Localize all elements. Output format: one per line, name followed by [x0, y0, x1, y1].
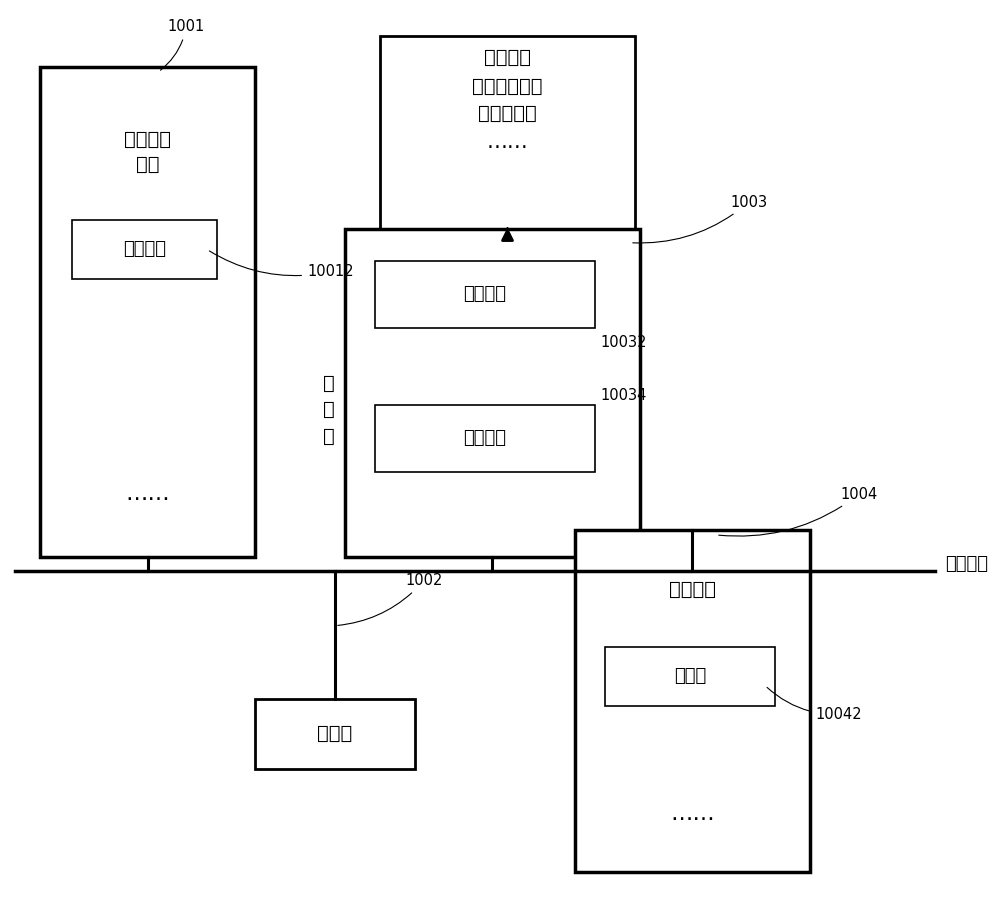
Bar: [72, 220, 217, 279]
Text: 内存储器: 内存储器: [464, 429, 507, 448]
Text: 网络接口: 网络接口: [123, 240, 166, 259]
Bar: [40, 67, 255, 557]
Text: 1002: 1002: [338, 574, 442, 626]
Text: 应用程序文件: 应用程序文件: [472, 76, 543, 95]
Bar: [255, 699, 415, 769]
Bar: [345, 229, 640, 557]
Text: 存
储
器: 存 储 器: [323, 374, 335, 446]
Bar: [605, 647, 775, 706]
Bar: [375, 405, 595, 472]
Text: 多媒体文件: 多媒体文件: [478, 103, 537, 123]
Text: 10042: 10042: [767, 688, 862, 722]
Text: ……: ……: [670, 804, 715, 823]
Text: 输出接口: 输出接口: [669, 580, 716, 599]
Text: 操作系统: 操作系统: [484, 48, 531, 67]
Text: 外存储器: 外存储器: [464, 285, 507, 304]
Bar: [375, 261, 595, 328]
Text: 系统总线: 系统总线: [945, 555, 988, 573]
Bar: [380, 36, 635, 229]
Text: 10012: 10012: [209, 251, 354, 280]
Text: 显示屏: 显示屏: [674, 667, 706, 686]
Text: ……: ……: [125, 485, 170, 504]
Text: 1001: 1001: [160, 20, 205, 70]
Text: 10034: 10034: [600, 387, 646, 403]
Text: 处理器: 处理器: [317, 724, 353, 743]
Text: 1003: 1003: [633, 195, 767, 243]
Text: 10032: 10032: [600, 335, 646, 351]
Text: 外部输入
接口: 外部输入 接口: [124, 130, 171, 174]
Text: ……: ……: [487, 132, 528, 152]
Text: 1004: 1004: [719, 487, 877, 536]
Bar: [575, 530, 810, 872]
